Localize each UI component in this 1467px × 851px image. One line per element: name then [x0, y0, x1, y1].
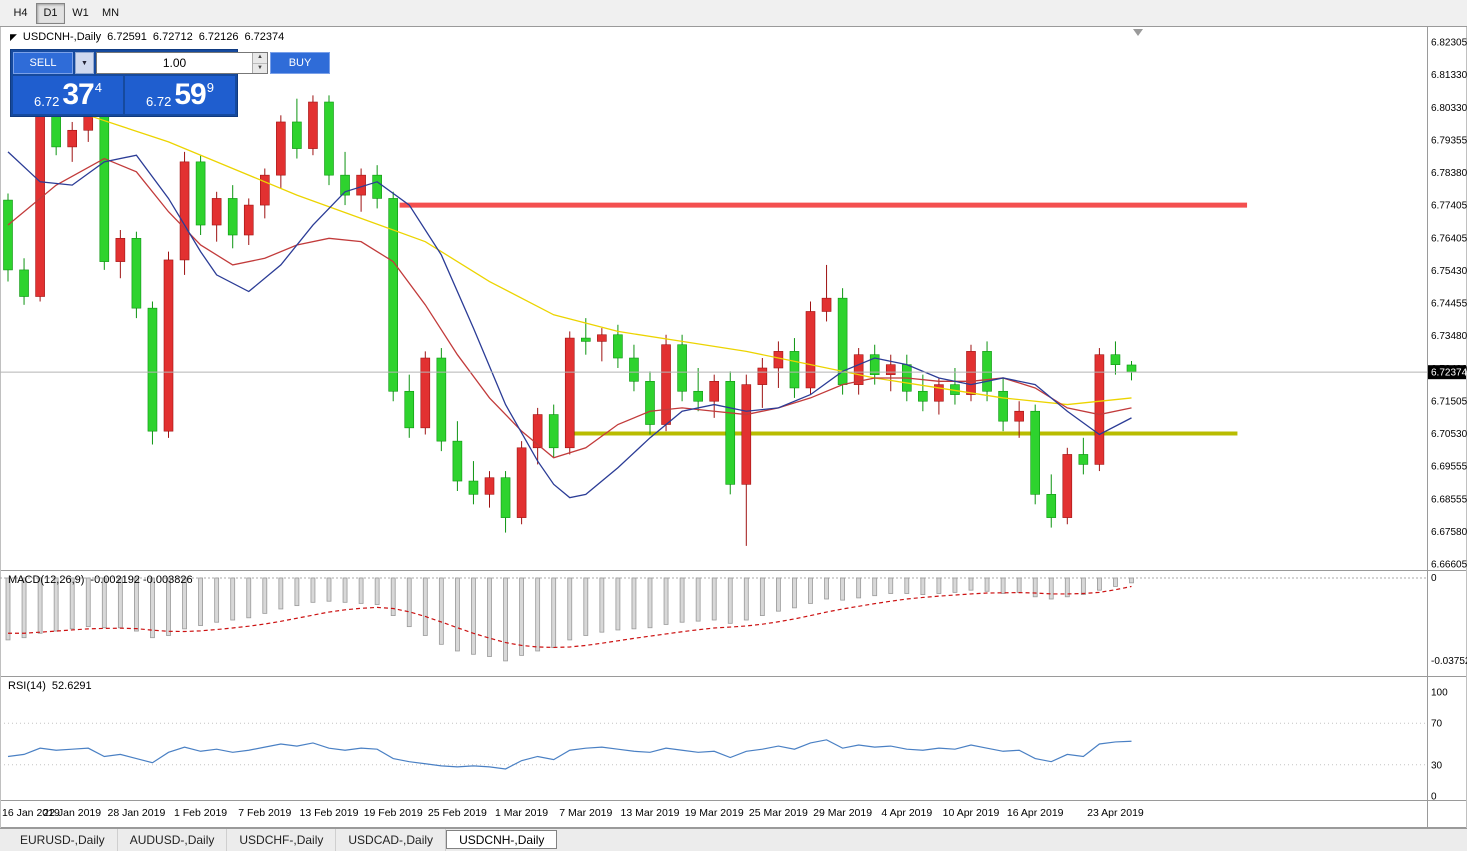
timeframe-button-w1[interactable]: W1	[72, 7, 89, 19]
volume-stepper: ▲ ▼	[252, 53, 267, 73]
current-price-tag-text: 6.72374	[1431, 368, 1467, 379]
date-axis-label: 25 Feb 2019	[428, 807, 487, 819]
chart-tabs-bar: EURUSD-,Daily AUDUSD-,Daily USDCHF-,Daily U…	[0, 828, 1467, 851]
price-axis-tick: 6.75430	[1431, 266, 1467, 277]
price-axis-tick: 6.68555	[1431, 495, 1467, 506]
sell-button[interactable]: SELL	[13, 52, 73, 74]
price-axis-tick: 6.67580	[1431, 527, 1467, 538]
chart-tab-usdchf[interactable]: USDCHF-,Daily	[227, 829, 337, 851]
date-axis-label: 19 Feb 2019	[364, 807, 423, 819]
date-axis-label: 25 Mar 2019	[749, 807, 808, 819]
chart-shift-marker[interactable]	[1133, 29, 1143, 36]
price-axis-tick: 6.81330	[1431, 70, 1467, 81]
date-axis-label: 29 Mar 2019	[813, 807, 872, 819]
price-axis-tick: 6.69555	[1431, 461, 1467, 472]
rsi-axis-label: 0	[1431, 792, 1437, 803]
date-axis-label: 10 Apr 2019	[943, 807, 1000, 819]
price-axis-tick: 6.73480	[1431, 331, 1467, 342]
timeframe-toolbar: H4 D1 W1 MN	[0, 0, 1467, 27]
rsi-value: 52.6291	[51, 680, 92, 692]
sell-price-big-figure: 6.72	[34, 93, 60, 109]
chart-ohlc-header: ◤ USDCNH-,Daily 6.72591 6.72712 6.72126 …	[10, 31, 284, 43]
order-type-dropdown[interactable]: ▼	[75, 52, 94, 74]
date-axis-label: 13 Feb 2019	[300, 807, 359, 819]
date-axis-label: 16 Jan 2019	[2, 807, 60, 819]
date-axis-label: 13 Mar 2019	[621, 807, 680, 819]
macd-histogram	[5, 577, 1134, 662]
price-axis-tick: 6.76405	[1431, 234, 1467, 245]
chart-pointer-icon: ◤	[10, 31, 17, 42]
rsi-axis-label: 30	[1431, 760, 1443, 771]
volume-down-icon[interactable]: ▼	[253, 63, 267, 73]
macd-values: -0.002192 -0.003826	[90, 574, 193, 586]
rsi-axis-label: 100	[1431, 688, 1448, 699]
rsi-name: RSI(14)	[8, 680, 46, 692]
price-axis-tick: 6.70530	[1431, 429, 1467, 440]
timeframe-button-mn[interactable]: MN	[101, 7, 120, 19]
buy-price-button[interactable]: 6.72 59 9	[125, 76, 235, 114]
date-axis-label: 22 Jan 2019	[43, 807, 101, 819]
rsi-axis-label: 70	[1431, 719, 1443, 730]
price-axis-tick: 6.71505	[1431, 397, 1467, 408]
one-click-trading-panel: SELL ▼ ▲ ▼ BUY 6.72 37 4 6.72 59 9	[10, 49, 330, 117]
price-axis-tick: 6.78380	[1431, 168, 1467, 179]
date-axis-label: 16 Apr 2019	[1007, 807, 1064, 819]
price-axis-tick: 6.82305	[1431, 38, 1467, 49]
date-axis-label: 28 Jan 2019	[107, 807, 165, 819]
sell-price-button[interactable]: 6.72 37 4	[13, 76, 123, 114]
macd-signal-line	[8, 585, 1132, 649]
sell-price-pips: 37	[62, 78, 94, 111]
date-axis-label: 7 Feb 2019	[238, 807, 291, 819]
rsi-line	[7, 739, 1132, 770]
date-axis-label: 7 Mar 2019	[559, 807, 612, 819]
ohlc-close: 6.72374	[244, 31, 285, 43]
current-price-tag	[1428, 365, 1466, 380]
date-axis-label: 1 Mar 2019	[495, 807, 548, 819]
chart-tab-usdcnh[interactable]: USDCNH-,Daily	[446, 830, 558, 849]
timeframe-button-h4[interactable]: H4	[13, 7, 28, 19]
ohlc-high: 6.72712	[152, 31, 193, 43]
macd-axis-max: 0	[1431, 573, 1437, 584]
macd-name: MACD(12,26,9)	[8, 574, 85, 586]
price-axis[interactable]: 6.82305 6.81330 6.80330 6.79355 6.78380 6.774…	[1431, 38, 1467, 571]
chart-tab-usdcad[interactable]: USDCAD-,Daily	[336, 829, 447, 851]
date-axis-label: 23 Apr 2019	[1087, 807, 1144, 819]
ohlc-low: 6.72126	[198, 31, 239, 43]
price-axis-tick: 6.80330	[1431, 103, 1467, 114]
price-axis-tick: 6.77405	[1431, 200, 1467, 211]
buy-price-point: 9	[206, 79, 214, 95]
volume-up-icon[interactable]: ▲	[253, 53, 267, 64]
buy-button[interactable]: BUY	[270, 52, 330, 74]
ma-fast-line	[7, 151, 1132, 499]
timeframe-button-d1[interactable]: D1	[36, 2, 65, 24]
ma-medium-line	[7, 157, 1132, 459]
date-axis-label: 1 Feb 2019	[174, 807, 227, 819]
ohlc-open: 6.72591	[107, 31, 147, 43]
buy-price-big-figure: 6.72	[146, 93, 172, 109]
price-axis-tick: 6.74455	[1431, 298, 1467, 309]
macd-indicator-label: MACD(12,26,9) -0.002192 -0.003826	[8, 574, 199, 586]
macd-axis-min: -0.037529	[1431, 656, 1467, 667]
chart-symbol-label: USDCNH-,Daily	[22, 31, 102, 43]
chevron-down-icon: ▼	[81, 59, 88, 67]
candles-layer	[3, 95, 1137, 546]
price-axis-tick: 6.79355	[1431, 136, 1467, 147]
ma-slow-line	[88, 114, 1132, 406]
sell-price-point: 4	[94, 79, 102, 95]
volume-box: ▲ ▼	[96, 52, 268, 74]
chart-tab-audusd[interactable]: AUDUSD-,Daily	[118, 829, 228, 851]
chart-tab-eurusd[interactable]: EURUSD-,Daily	[8, 829, 118, 851]
date-axis-label: 4 Apr 2019	[881, 807, 932, 819]
buy-price-pips: 59	[174, 78, 206, 111]
volume-input[interactable]	[97, 53, 252, 73]
price-axis-tick: 6.66605	[1431, 559, 1467, 570]
date-axis-label: 19 Mar 2019	[685, 807, 744, 819]
rsi-indicator-label: RSI(14) 52.6291	[8, 680, 98, 692]
